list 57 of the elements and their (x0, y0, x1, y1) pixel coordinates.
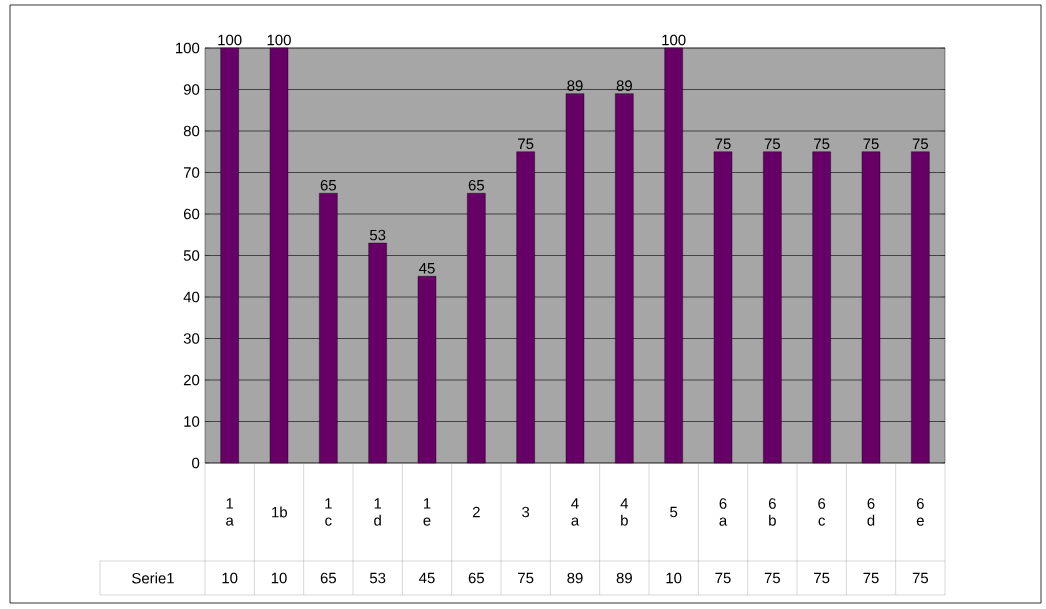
data-label: 89 (616, 80, 632, 91)
x-tick-label: 6 b (768, 498, 776, 526)
x-tick-label: 6 c (818, 498, 826, 526)
y-tick-label: 60 (183, 208, 200, 220)
y-tick-label: 80 (183, 125, 200, 137)
x-tick-label: 4 b (620, 498, 629, 526)
text: 75 (814, 572, 830, 584)
x-tick-label: 4 a (571, 498, 580, 526)
text: 75 (863, 572, 879, 584)
text: 89 (616, 572, 632, 584)
y-tick-label: 30 (183, 333, 200, 344)
x-tick-label: 2 (472, 506, 480, 518)
x-tick-label: 6 a (719, 498, 728, 526)
data-label: 100 (662, 34, 686, 46)
text: 10 (271, 572, 287, 584)
data-label: 100 (267, 34, 291, 46)
text: 75 (518, 572, 534, 584)
text: 53 (369, 572, 386, 584)
data-label: 75 (912, 138, 929, 150)
y-tick-label: 20 (183, 374, 200, 386)
y-tick-label: 0 (192, 457, 200, 469)
data-label: 75 (814, 138, 830, 150)
y-tick-label: 100 (176, 42, 200, 54)
data-label: 75 (715, 138, 731, 150)
x-tick-label: 1 e (423, 498, 431, 526)
y-tick-label: 90 (183, 84, 200, 95)
text: 10 (222, 572, 238, 584)
x-tick-label: 1 c (325, 498, 332, 526)
data-label: 45 (419, 263, 435, 274)
text: 45 (419, 572, 435, 584)
text: 75 (715, 572, 731, 584)
data-label: 75 (863, 138, 879, 150)
data-label: 75 (518, 138, 534, 150)
x-tick-label: 6 d (867, 498, 875, 526)
text: 75 (764, 572, 781, 584)
x-tick-label: 1b (272, 506, 287, 518)
y-tick-label: 10 (184, 416, 200, 427)
y-tick-label: 50 (183, 250, 200, 261)
y-tick-label: 40 (183, 291, 200, 303)
text: 65 (320, 572, 337, 584)
y-tick-label: 70 (183, 167, 200, 178)
data-label: 65 (320, 179, 337, 191)
x-tick-label: 6 e (916, 498, 924, 526)
x-tick-label: 3 (522, 506, 530, 518)
data-label: 89 (567, 80, 583, 91)
data-label: 65 (468, 179, 485, 191)
text: 75 (912, 572, 929, 584)
text: 89 (567, 572, 583, 584)
data-label: 75 (764, 138, 781, 150)
text: Serie1 (132, 572, 174, 584)
data-label: 100 (218, 34, 242, 46)
x-tick-label: 5 (670, 506, 678, 518)
x-tick-label: 1 a (226, 498, 234, 526)
text: 65 (468, 572, 485, 584)
x-tick-label: 1 d (374, 498, 382, 526)
text: 10 (666, 572, 682, 584)
data-label: 53 (369, 229, 386, 241)
